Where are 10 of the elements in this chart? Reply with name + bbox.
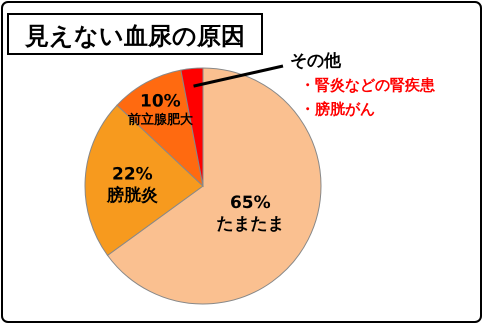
text: ・膀胱がん [300, 100, 375, 118]
data-label: 65% [230, 193, 271, 214]
data-label: 22% [112, 164, 153, 185]
slice-label: その他 [290, 51, 342, 71]
chart-title: 見えない血尿の原因 [24, 22, 245, 50]
text: ・腎炎などの腎疾患 [300, 76, 436, 94]
slice-label: 膀胱炎 [106, 186, 158, 206]
slice-label: たまたま [216, 214, 284, 234]
slice-label: 前立腺肥大 [126, 111, 194, 128]
data-label: 10% [140, 91, 181, 112]
